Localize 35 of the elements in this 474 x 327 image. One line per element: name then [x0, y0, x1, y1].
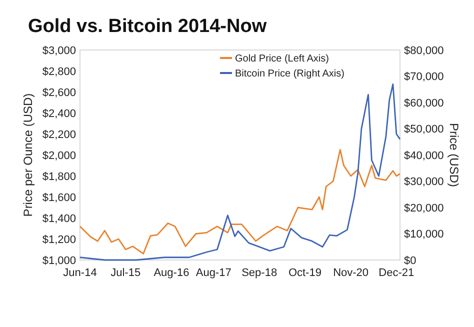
- y2-axis-title: Price (USD): [447, 122, 461, 188]
- y-tick-label: $2,800: [42, 66, 76, 78]
- y2-tick-label: $40,000: [404, 150, 444, 162]
- y-tick-label: $1,200: [42, 234, 76, 246]
- chart-title: Gold vs. Bitcoin 2014-Now: [28, 16, 267, 37]
- y-tick-label: $1,800: [42, 170, 76, 183]
- x-tick-label: Jun-14: [63, 267, 97, 279]
- legend-label: Gold Price (Left Axis): [235, 54, 329, 64]
- y-tick-label: $1,600: [42, 192, 76, 204]
- y-tick-label: $2,000: [42, 150, 76, 162]
- y-axis-title: Price per Ounce (USD): [21, 93, 35, 217]
- line-series: [79, 83, 401, 261]
- x-tick-label: Sep-18: [242, 267, 278, 279]
- y2-tick-label: $20,000: [404, 202, 444, 214]
- legend-label: Bitcoin Price (Right Axis): [235, 68, 344, 80]
- y-tick-label: $2,200: [42, 128, 76, 141]
- line-series: [79, 149, 401, 254]
- y-tick-label: $1,400: [42, 212, 76, 225]
- y-tick-label: $2,400: [42, 108, 76, 120]
- x-tick-label: Nov-20: [333, 267, 369, 279]
- y-tick-label: $1,000: [42, 254, 76, 267]
- y-tick-label: $2,600: [42, 86, 76, 99]
- y2-tick-label: $60,000: [404, 97, 444, 110]
- y2-tick-label: $70,000: [404, 71, 444, 84]
- y2-tick-label: $10,000: [404, 228, 444, 241]
- y2-tick-label: $80,000: [404, 44, 444, 57]
- x-tick-label: Aug-17: [196, 267, 232, 279]
- y2-tick-label: $30,000: [404, 176, 444, 188]
- x-tick-label: Jul-15: [110, 267, 141, 279]
- y2-tick-label: $50,000: [404, 124, 444, 136]
- x-tick-label: Aug-16: [154, 267, 190, 279]
- y2-tick-label: $0: [404, 254, 416, 267]
- x-tick-label: Dec-21: [378, 267, 414, 279]
- y-tick-label: $3,000: [42, 44, 76, 57]
- x-tick-label: Oct-19: [288, 267, 322, 279]
